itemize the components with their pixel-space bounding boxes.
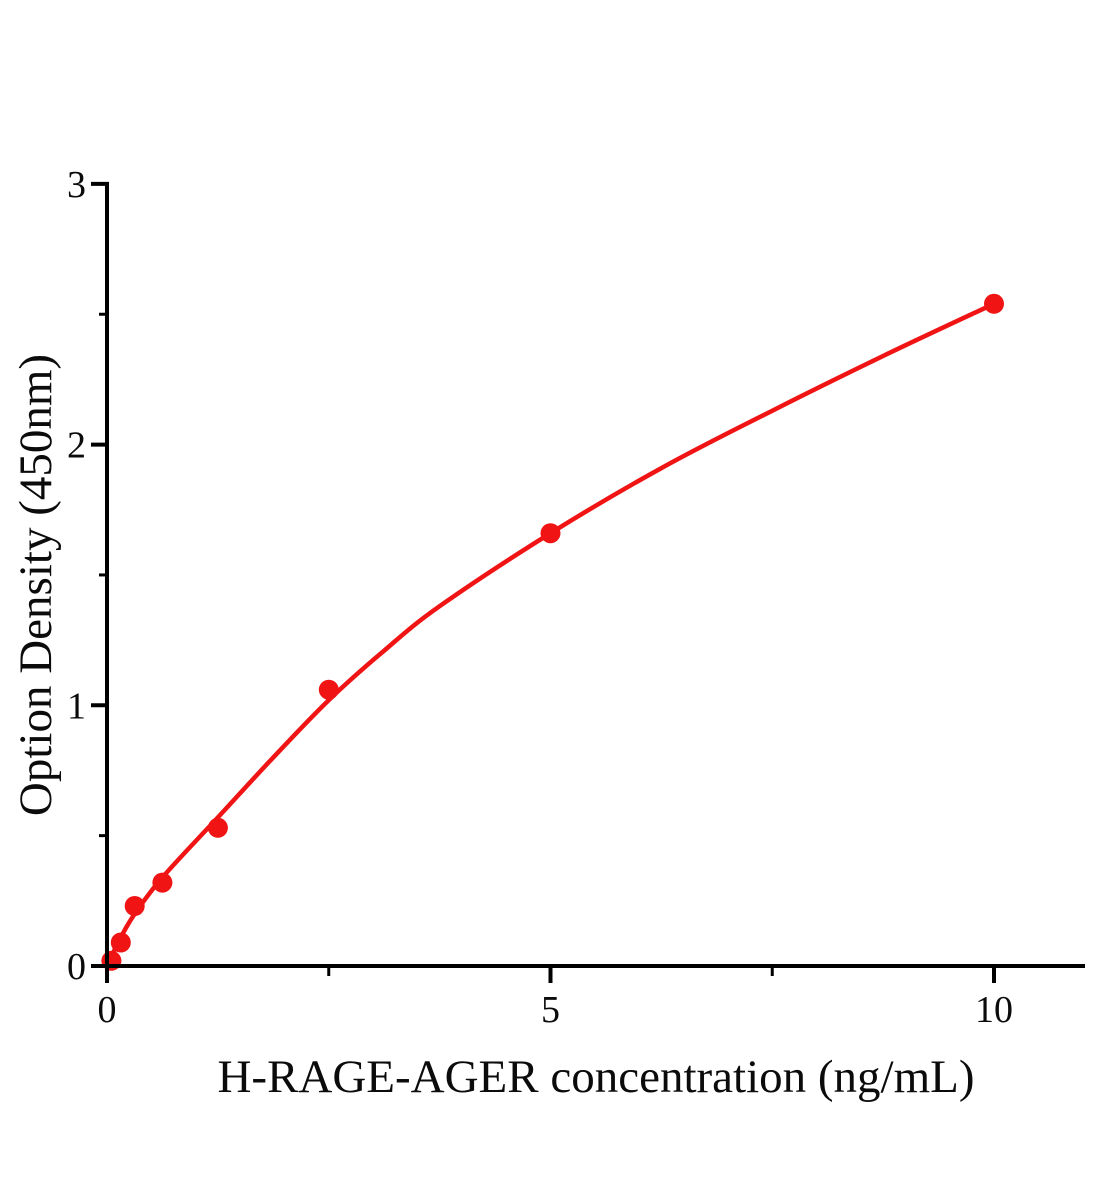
data-point bbox=[984, 293, 1004, 314]
data-point bbox=[207, 817, 228, 838]
data-point bbox=[124, 896, 145, 916]
data-point bbox=[110, 932, 131, 953]
x-tick-label: 0 bbox=[98, 989, 117, 1031]
x-tick-label: 10 bbox=[975, 989, 1013, 1031]
fit-curve-line bbox=[104, 301, 997, 969]
x-axis-title: H-RAGE-AGER concentration (ng/mL) bbox=[217, 1051, 975, 1103]
y-tick-label: 0 bbox=[67, 946, 86, 988]
y-axis-title: Option Density (450nm) bbox=[10, 353, 62, 817]
data-point bbox=[152, 872, 173, 893]
y-tick-label: 1 bbox=[67, 685, 86, 727]
y-tick-label: 3 bbox=[67, 164, 86, 206]
data-point bbox=[540, 523, 561, 544]
x-tick-label: 5 bbox=[541, 989, 560, 1031]
y-tick-label: 2 bbox=[67, 425, 86, 467]
data-point bbox=[318, 679, 339, 700]
